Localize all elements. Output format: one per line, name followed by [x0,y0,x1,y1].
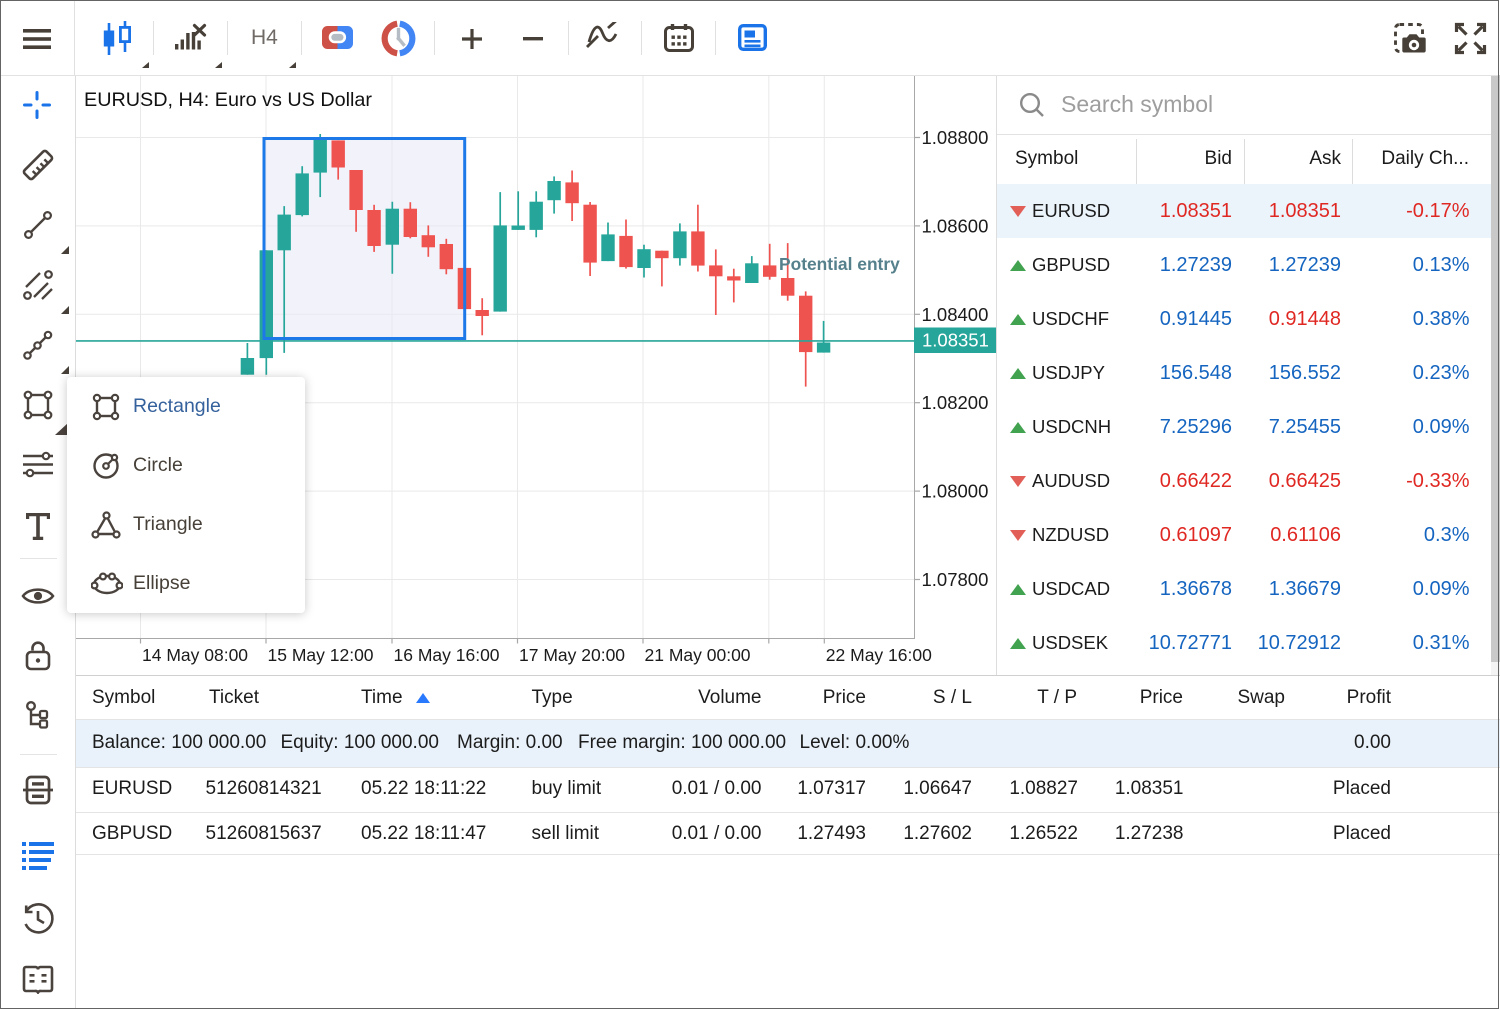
svg-text:1.08351: 1.08351 [922,330,989,351]
svg-text:14 May 08:00: 14 May 08:00 [142,645,248,665]
svg-text:21 May 00:00: 21 May 00:00 [645,645,751,665]
svg-text:1.08400: 1.08400 [922,304,989,325]
svg-text:EURUSD, H4: Euro vs US Dollar: EURUSD, H4: Euro vs US Dollar [84,89,372,111]
svg-text:1.08600: 1.08600 [922,215,989,236]
svg-text:16 May 16:00: 16 May 16:00 [394,645,500,665]
svg-text:1.07800: 1.07800 [922,569,989,590]
svg-text:15 May 12:00: 15 May 12:00 [268,645,374,665]
svg-text:1.08000: 1.08000 [922,481,989,502]
svg-text:1.08800: 1.08800 [922,127,989,148]
svg-text:1.08200: 1.08200 [922,392,989,413]
svg-text:17 May 20:00: 17 May 20:00 [519,645,625,665]
svg-text:22 May 16:00: 22 May 16:00 [826,645,932,665]
svg-text:Potential entry: Potential entry [779,254,900,274]
